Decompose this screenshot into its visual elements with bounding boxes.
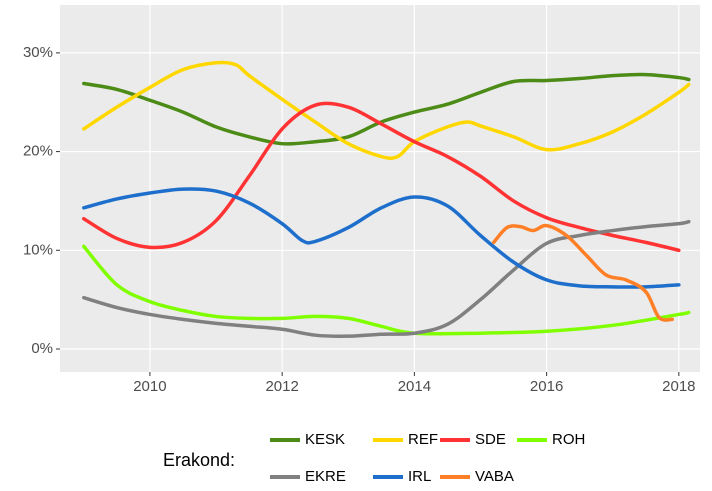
- x-tick-label: 2016: [530, 378, 563, 395]
- series-line: [82, 60, 691, 160]
- y-tick-label: 20%: [23, 143, 53, 160]
- legend-title: Erakond:: [163, 450, 235, 470]
- legend-label: SDE: [475, 431, 506, 448]
- legend-label: ROH: [552, 431, 585, 448]
- x-tick-label: 2012: [265, 378, 298, 395]
- y-tick-label: 10%: [23, 241, 53, 258]
- x-tick-label: 2010: [133, 378, 166, 395]
- x-tick-label: 2018: [662, 378, 695, 395]
- legend-label: KESK: [305, 431, 345, 448]
- series-line: [82, 244, 691, 336]
- series-line: [491, 223, 674, 322]
- series-line: [82, 101, 681, 253]
- legend-label: IRL: [408, 468, 431, 485]
- series-line: [82, 219, 691, 338]
- legend-label: EKRE: [305, 468, 346, 485]
- series-line: [82, 187, 681, 289]
- legend-label: REF: [408, 431, 438, 448]
- y-tick-label: 30%: [23, 44, 53, 61]
- x-tick-label: 2014: [398, 378, 431, 395]
- series-line: [82, 72, 691, 146]
- y-tick-label: 0%: [31, 340, 53, 357]
- legend-label: VABA: [475, 468, 514, 485]
- panel: [60, 5, 700, 372]
